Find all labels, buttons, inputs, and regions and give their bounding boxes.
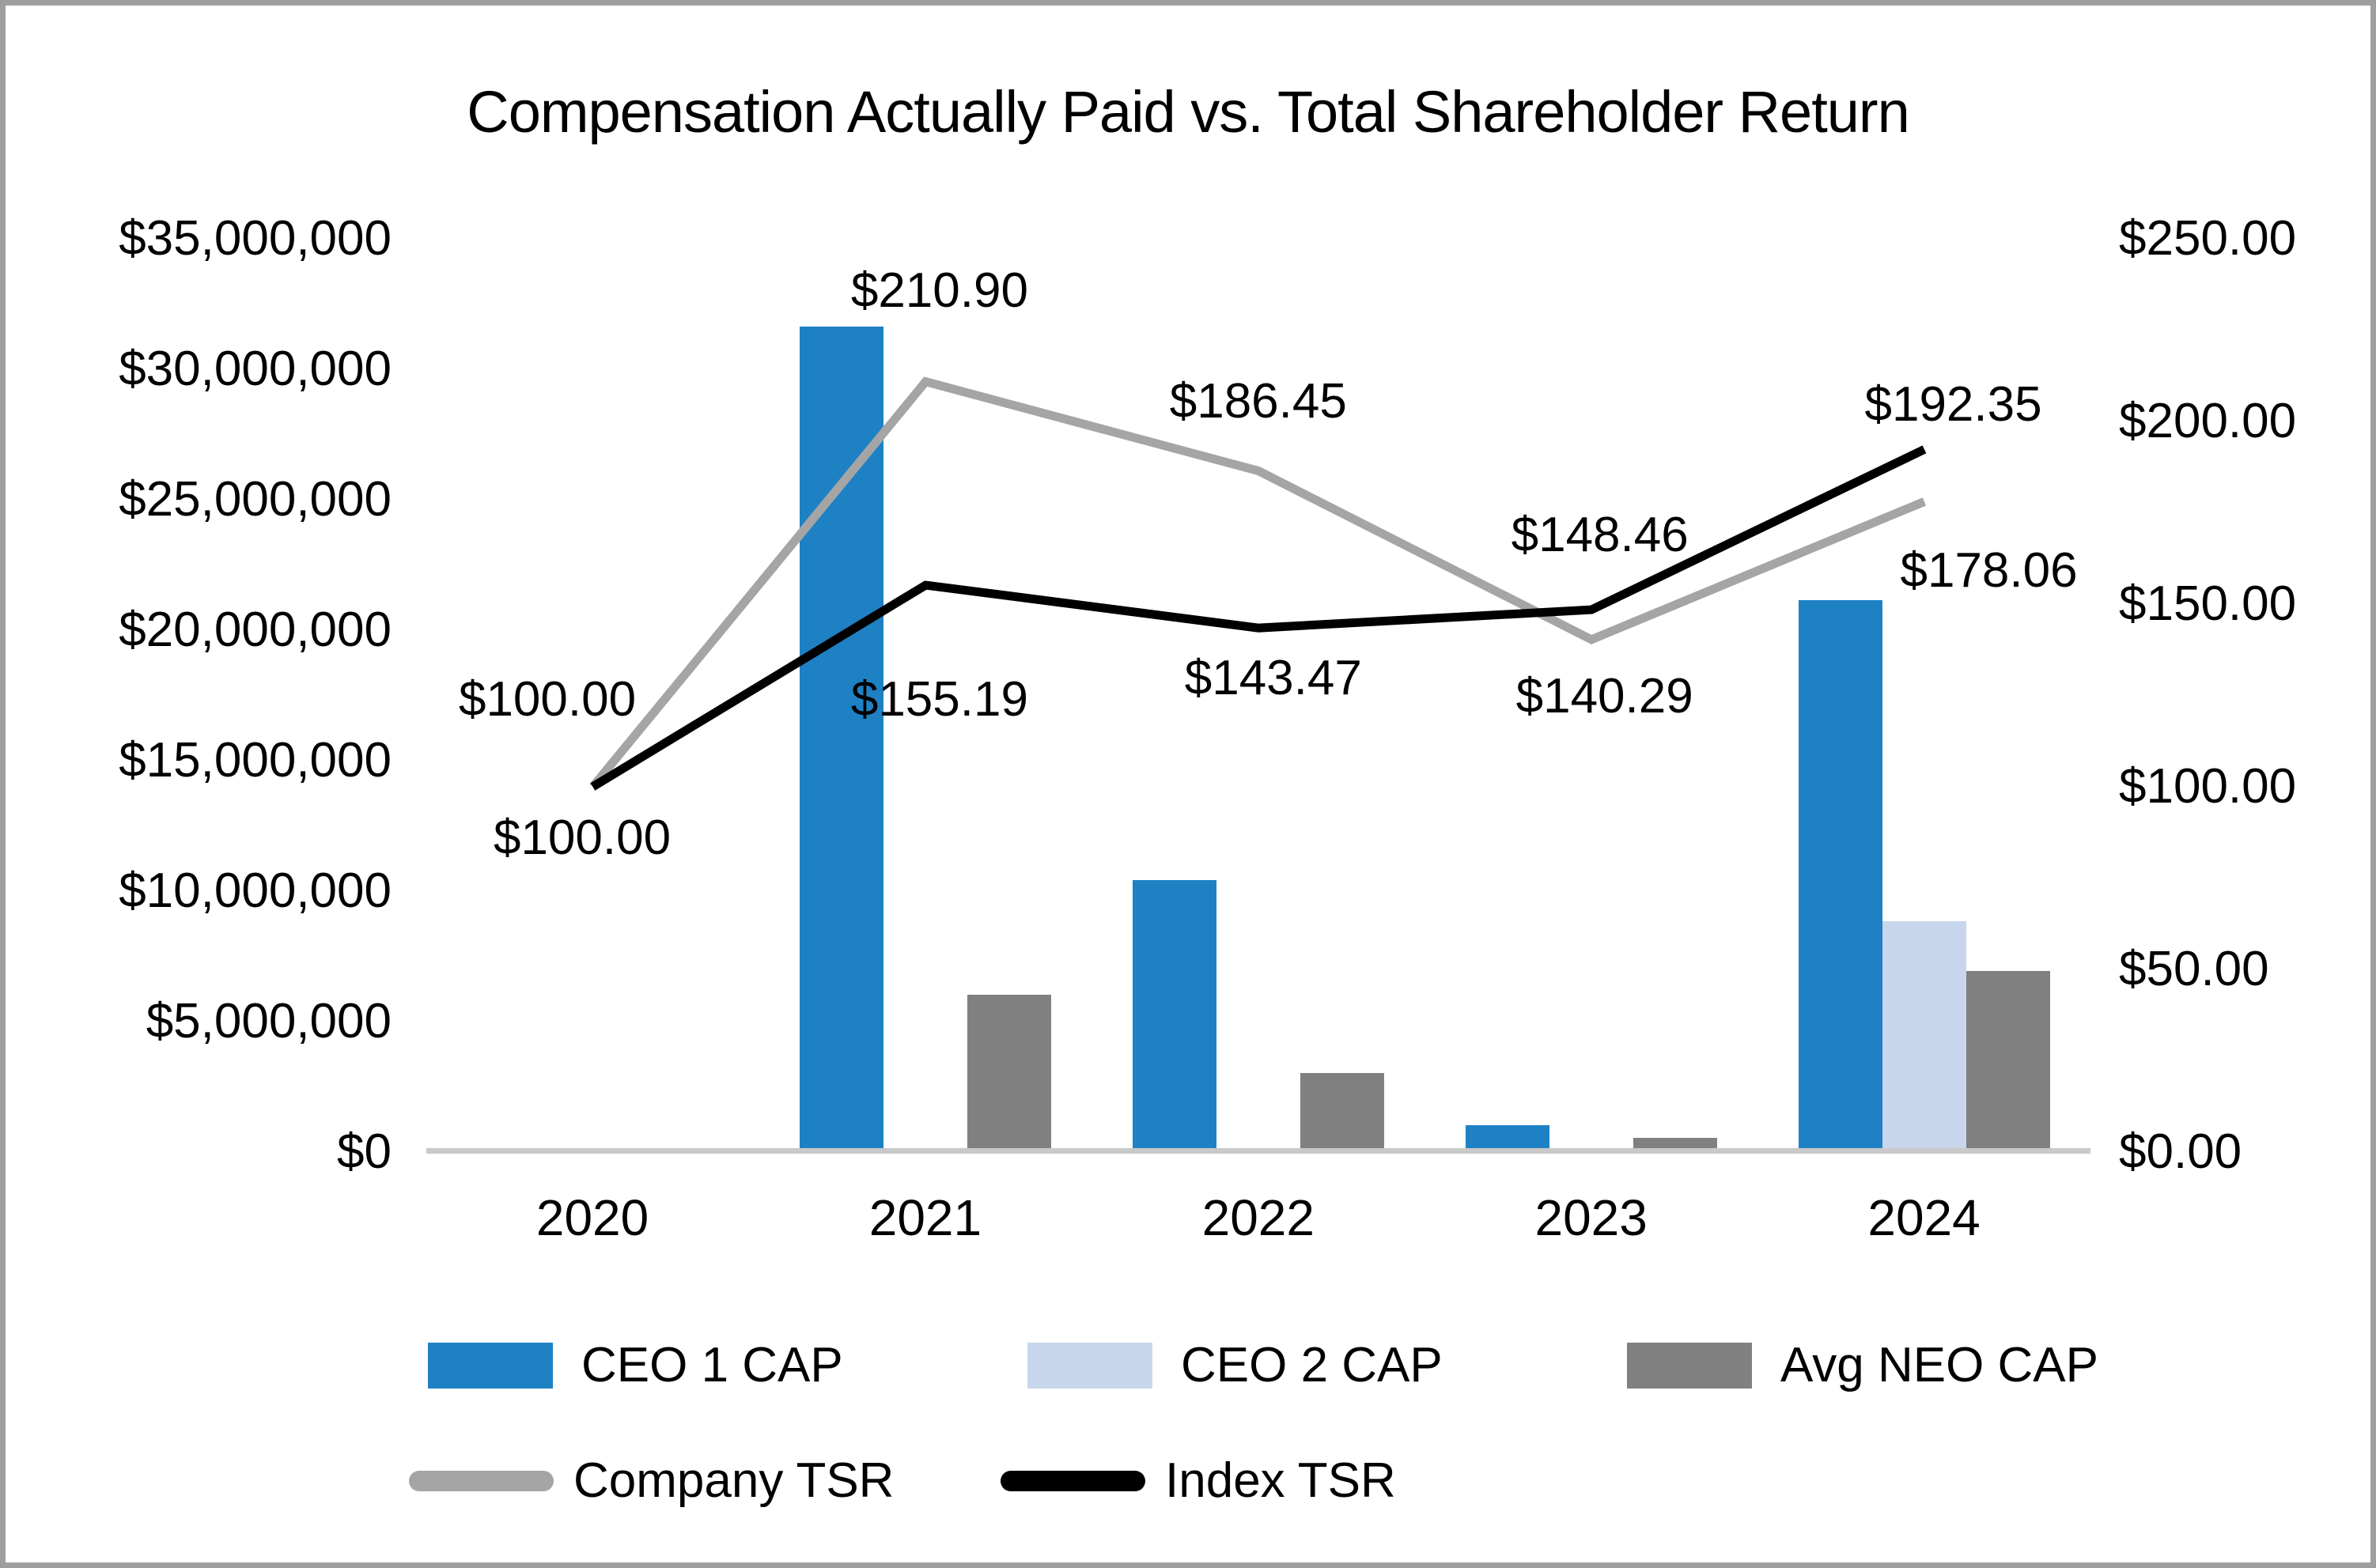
- legend-label-company-tsr: Company TSR: [573, 1453, 895, 1508]
- bar-ceo-1-cap-2024: [1798, 600, 1882, 1154]
- tsr-data-label: $143.47: [1184, 651, 1362, 706]
- tsr-lines-svg: [588, 376, 1926, 791]
- left-axis-tick: $30,000,000: [119, 342, 392, 396]
- x-axis-label: 2020: [535, 1189, 649, 1246]
- bar-ceo-1-cap-2021: [799, 326, 883, 1154]
- chart-title: Compensation Actually Paid vs. Total Sha…: [467, 79, 1909, 145]
- right-axis-tick: $50.00: [2119, 942, 2269, 996]
- index-tsr-line: [590, 445, 1926, 791]
- bar-ceo-2-cap-2024: [1882, 921, 1966, 1154]
- tsr-data-label: $178.06: [1900, 543, 2078, 599]
- right-axis-tick: $150.00: [2119, 576, 2297, 631]
- tsr-data-label: $100.00: [458, 672, 637, 727]
- left-axis-tick: $35,000,000: [119, 211, 392, 266]
- left-axis-tick: $25,000,000: [119, 472, 392, 527]
- x-axis-line: [426, 1148, 2090, 1154]
- right-axis-tick: $250.00: [2119, 211, 2297, 266]
- tsr-data-label: $186.45: [1169, 373, 1347, 429]
- legend-label-avg-neo-cap: Avg NEO CAP: [1780, 1338, 2099, 1392]
- legend-label-index-tsr: Index TSR: [1165, 1453, 1396, 1508]
- x-axis-label: 2023: [1534, 1189, 1648, 1246]
- tsr-data-label: $155.19: [850, 672, 1028, 727]
- bar-avg-neo-cap-2022: [1300, 1072, 1384, 1154]
- legend-swatch-index-tsr: [1001, 1471, 1145, 1491]
- tsr-data-label: $100.00: [493, 810, 672, 865]
- right-axis-tick: $0.00: [2119, 1124, 2242, 1179]
- company-tsr-line: [588, 376, 1926, 790]
- x-axis-label: 2024: [1867, 1189, 1981, 1246]
- legend-label-ceo-2-cap: CEO 2 CAP: [1181, 1338, 1443, 1392]
- tsr-data-label: $148.46: [1511, 508, 1689, 563]
- x-axis-label: 2021: [868, 1189, 982, 1246]
- right-axis-tick: $100.00: [2119, 759, 2297, 814]
- left-axis-tick: $10,000,000: [119, 863, 392, 918]
- bar-ceo-1-cap-2022: [1132, 879, 1216, 1154]
- tsr-data-label: $140.29: [1515, 668, 1693, 724]
- tsr-data-label: $192.35: [1864, 377, 2042, 433]
- legend-swatch-ceo-2-cap: [1027, 1343, 1152, 1389]
- left-axis-tick: $15,000,000: [119, 733, 392, 788]
- right-axis-tick: $200.00: [2119, 394, 2297, 448]
- legend-swatch-ceo-1-cap: [428, 1343, 553, 1389]
- legend-swatch-avg-neo-cap: [1627, 1343, 1752, 1389]
- left-axis-tick: $5,000,000: [146, 994, 392, 1048]
- left-axis-tick: $0: [337, 1124, 392, 1179]
- tsr-data-label: $210.90: [850, 263, 1028, 318]
- left-axis-tick: $20,000,000: [119, 603, 392, 657]
- bar-avg-neo-cap-2021: [967, 994, 1051, 1154]
- legend-label-ceo-1-cap: CEO 1 CAP: [581, 1338, 843, 1392]
- bar-avg-neo-cap-2024: [1965, 971, 2050, 1154]
- x-axis-label: 2022: [1201, 1189, 1315, 1246]
- legend-swatch-company-tsr: [409, 1471, 554, 1491]
